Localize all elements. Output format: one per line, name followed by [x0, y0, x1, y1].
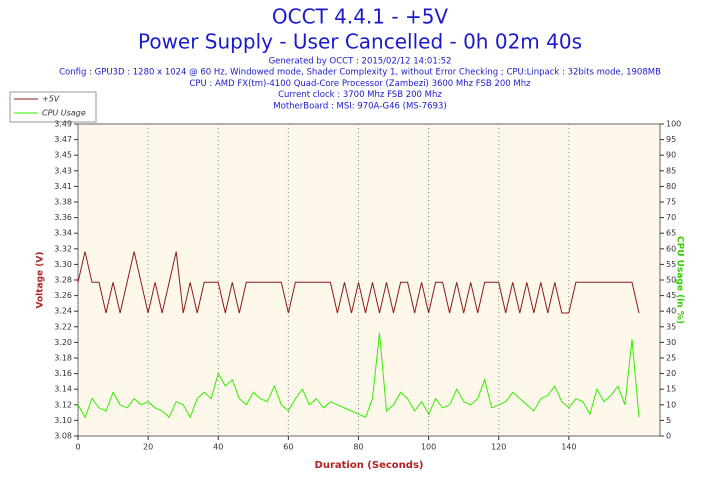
y-tick-label: 3.36 [54, 213, 72, 222]
y2-tick-label: 50 [666, 276, 676, 285]
series-line [77, 251, 640, 314]
y-tick-label: 3.43 [54, 166, 72, 175]
x-axis-label: Duration (Seconds) [315, 460, 424, 471]
x-tick-label: 100 [421, 443, 436, 452]
x-tick-label: 60 [283, 443, 293, 452]
series-line [77, 332, 640, 419]
y-tick-label: 3.14 [54, 385, 72, 394]
y-tick-label: 3.34 [54, 229, 72, 238]
y2-tick-label: 70 [666, 213, 676, 222]
y2-tick-label: 20 [666, 369, 676, 378]
x-tick-label: 20 [143, 443, 153, 452]
y-tick-label: 3.26 [54, 291, 72, 300]
y-tick-label: 3.47 [54, 135, 72, 144]
info-line: MotherBoard : MSI: 970A-G46 (MS-7693) [273, 101, 446, 111]
y2-tick-label: 40 [666, 307, 676, 316]
y2-tick-label: 15 [666, 385, 676, 394]
y-tick-label: 3.41 [54, 182, 72, 191]
info-line: Current clock : 3700 Mhz FSB 200 Mhz [278, 90, 442, 100]
info-line: Config : GPU3D : 1280 x 1024 @ 60 Hz, Wi… [59, 68, 661, 78]
y-tick-label: 3.22 [54, 322, 72, 331]
chart-title: OCCT 4.4.1 - +5V [272, 5, 449, 29]
legend-label: +5V [42, 95, 60, 104]
x-tick-label: 120 [491, 443, 506, 452]
y-tick-label: 3.45 [54, 151, 72, 160]
y2-tick-label: 45 [666, 291, 676, 300]
y-tick-label: 3.32 [54, 244, 72, 253]
x-tick-label: 140 [561, 443, 576, 452]
y2-tick-label: 75 [666, 198, 676, 207]
legend-box [9, 91, 97, 123]
y2-tick-label: 25 [666, 354, 676, 363]
y-tick-label: 3.28 [54, 276, 72, 285]
y-tick-label: 3.24 [54, 307, 72, 316]
x-tick-label: 0 [75, 443, 80, 452]
y2-tick-label: 60 [666, 244, 676, 253]
y-tick-label: 3.10 [54, 416, 72, 425]
y2-tick-label: 85 [666, 166, 676, 175]
y2-tick-label: 65 [666, 229, 676, 238]
x-tick-label: 80 [353, 443, 363, 452]
info-line: CPU : AMD FX(tm)-4100 Quad-Core Processo… [189, 79, 531, 89]
legend-label: CPU Usage [42, 109, 86, 118]
info-line: Generated by OCCT : 2015/02/12 14:01:52 [269, 57, 452, 67]
chart-subtitle: Power Supply - User Cancelled - 0h 02m 4… [138, 30, 582, 54]
y-tick-label: 3.38 [54, 198, 72, 207]
y2-tick-label: 90 [666, 151, 676, 160]
y2-tick-label: 30 [666, 338, 676, 347]
y-tick-label: 3.49 [54, 120, 72, 129]
y-tick-label: 3.30 [54, 260, 72, 269]
y-axis-label: Voltage (V) [36, 252, 46, 309]
y-tick-label: 3.12 [54, 400, 72, 409]
y2-tick-label: 55 [666, 260, 676, 269]
y2-tick-label: 80 [666, 182, 676, 191]
y2-tick-label: 0 [666, 432, 671, 441]
y-tick-label: 3.18 [54, 354, 72, 363]
y2-axis-label: CPU Usage (in %) [675, 236, 685, 324]
y2-tick-label: 35 [666, 322, 676, 331]
plot-area [77, 123, 661, 437]
y-tick-label: 3.08 [54, 432, 72, 441]
y2-tick-label: 95 [666, 135, 676, 144]
y2-tick-label: 5 [666, 416, 671, 425]
y-tick-label: 3.20 [54, 338, 72, 347]
y2-tick-label: 10 [666, 400, 676, 409]
y-tick-label: 3.16 [54, 369, 72, 378]
x-tick-label: 40 [213, 443, 223, 452]
y2-tick-label: 100 [666, 120, 681, 129]
